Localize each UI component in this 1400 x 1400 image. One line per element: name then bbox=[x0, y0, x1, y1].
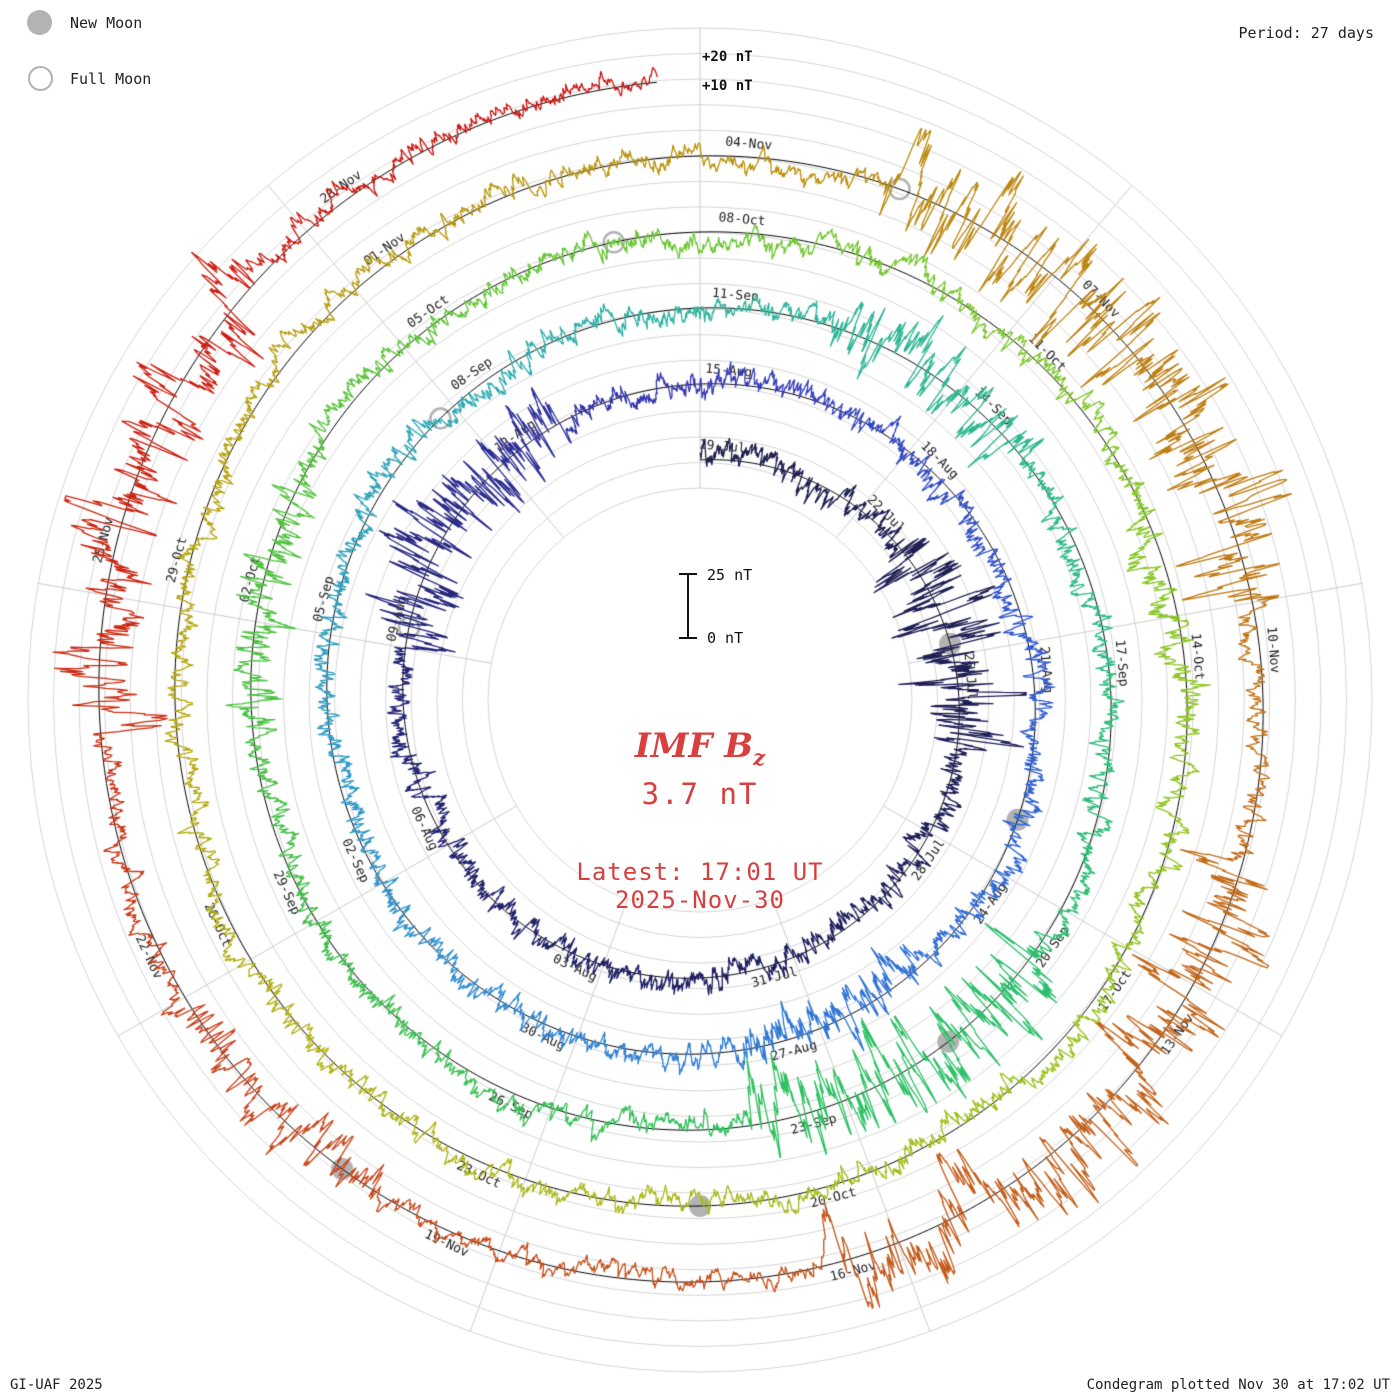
full-moon-label: Full Moon bbox=[70, 70, 152, 88]
new-moon-label: New Moon bbox=[70, 14, 143, 32]
scale-bar-top-cap bbox=[679, 573, 697, 575]
latest-value: 3.7 nT bbox=[641, 777, 759, 811]
full-moon-icon bbox=[28, 66, 53, 91]
latest-date-label: 2025-Nov-30 bbox=[615, 886, 785, 914]
period-label: Period: 27 days bbox=[1238, 24, 1374, 42]
radial-axis-plus20-label: +20 nT bbox=[702, 49, 753, 65]
credit-gi-uaf: GI-UAF 2025 bbox=[10, 1377, 103, 1393]
scale-bar-top-label: 25 nT bbox=[707, 566, 753, 584]
chart-title: IMF Bz bbox=[635, 726, 765, 770]
scale-bar-line bbox=[687, 574, 689, 638]
scale-bar-bottom-label: 0 nT bbox=[707, 629, 744, 647]
new-moon-icon bbox=[27, 10, 52, 35]
plotted-timestamp: Condegram plotted Nov 30 at 17:02 UT bbox=[1086, 1377, 1390, 1393]
chart-title-main: IMF B bbox=[634, 726, 754, 766]
latest-time-label: Latest: 17:01 UT bbox=[576, 858, 824, 886]
scale-bar-bottom-cap bbox=[679, 637, 697, 639]
chart-title-subscript: z bbox=[753, 744, 766, 770]
radial-axis-plus10-label: +10 nT bbox=[702, 78, 753, 94]
